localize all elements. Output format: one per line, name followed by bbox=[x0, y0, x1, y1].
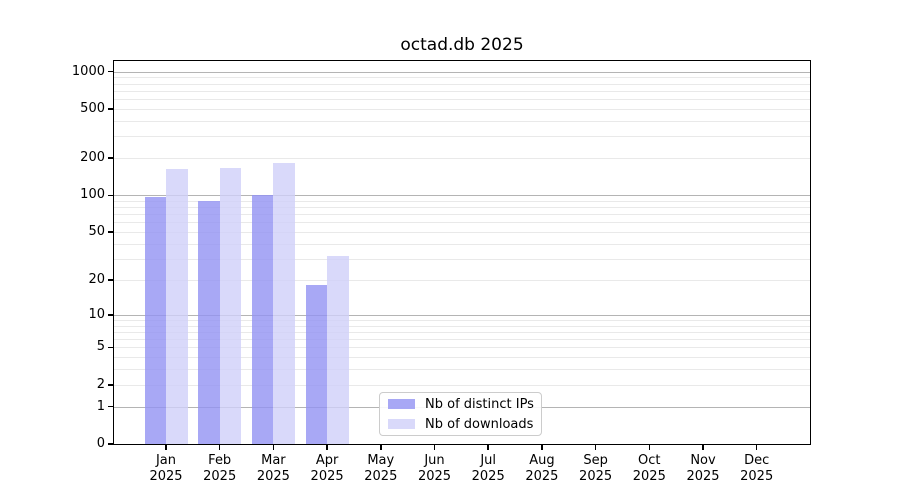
gridline-minor-800 bbox=[114, 83, 810, 85]
x-tick-label-apr: Apr 2025 bbox=[310, 453, 344, 484]
bar-downloads-jan bbox=[166, 168, 188, 444]
x-tick-label-mar: Mar 2025 bbox=[256, 453, 290, 484]
bar-ips-feb bbox=[198, 200, 220, 444]
bar-downloads-mar bbox=[273, 162, 295, 444]
gridline-minor-9 bbox=[114, 319, 810, 321]
y-tick-mark-1 bbox=[108, 405, 113, 408]
y-tick-label-100: 100 bbox=[80, 187, 105, 203]
gridline-minor-8 bbox=[114, 325, 810, 327]
y-tick-label-10: 10 bbox=[88, 306, 105, 322]
legend-item-downloads: Nb of downloads bbox=[388, 416, 533, 433]
x-tick-mark-oct bbox=[648, 445, 651, 450]
y-tick-mark-0 bbox=[108, 443, 113, 445]
y-tick-mark-1000 bbox=[108, 70, 113, 73]
y-tick-label-0: 0 bbox=[96, 436, 105, 451]
x-tick-mark-jun bbox=[433, 445, 436, 450]
y-tick-label-1000: 1000 bbox=[71, 63, 105, 79]
legend-label-distinct-ips: Nb of distinct IPs bbox=[425, 396, 534, 412]
x-tick-label-sep: Sep 2025 bbox=[579, 453, 613, 484]
gridline-minor-90 bbox=[114, 200, 810, 202]
bar-downloads-apr bbox=[327, 255, 349, 444]
gridline-major-1000 bbox=[114, 71, 810, 73]
x-tick-label-aug: Aug 2025 bbox=[525, 453, 559, 484]
y-tick-label-500: 500 bbox=[80, 101, 105, 116]
x-tick-mark-nov bbox=[702, 445, 704, 450]
plot-area bbox=[114, 61, 810, 444]
bar-ips-apr bbox=[305, 285, 328, 444]
gridline-minor-20 bbox=[114, 279, 810, 281]
y-tick-label-50: 50 bbox=[88, 224, 105, 240]
bar-downloads-feb bbox=[219, 167, 242, 444]
y-tick-mark-100 bbox=[108, 194, 113, 197]
x-tick-mark-apr bbox=[326, 445, 328, 450]
gridline-minor-7 bbox=[114, 331, 810, 333]
gridline-minor-40 bbox=[114, 243, 810, 245]
y-tick-mark-500 bbox=[108, 108, 113, 110]
gridline-minor-300 bbox=[114, 136, 810, 138]
gridline-minor-2 bbox=[114, 384, 810, 386]
x-tick-label-feb: Feb 2025 bbox=[203, 453, 237, 484]
bar-ips-jan bbox=[144, 196, 166, 444]
y-tick-label-200: 200 bbox=[80, 150, 105, 166]
x-tick-label-nov: Nov 2025 bbox=[686, 453, 720, 484]
gridline-minor-400 bbox=[114, 121, 810, 122]
y-tick-mark-10 bbox=[108, 314, 113, 316]
gridline-minor-600 bbox=[114, 99, 810, 101]
gridline-minor-60 bbox=[114, 222, 810, 224]
legend-label-downloads: Nb of downloads bbox=[425, 416, 534, 432]
y-tick-label-1: 1 bbox=[96, 398, 105, 414]
gridline-minor-6 bbox=[114, 339, 810, 341]
gridline-minor-900 bbox=[114, 77, 810, 79]
gridline-minor-700 bbox=[114, 90, 810, 92]
x-tick-mark-jan bbox=[165, 445, 167, 450]
x-tick-mark-mar bbox=[272, 445, 275, 450]
gridline-minor-30 bbox=[114, 258, 810, 260]
gridline-minor-50 bbox=[114, 232, 810, 234]
y-tick-mark-5 bbox=[108, 346, 113, 349]
chart-title: octad.db 2025 bbox=[400, 35, 524, 55]
legend-swatch-distinct-ips-icon bbox=[388, 399, 415, 409]
x-tick-label-oct: Oct 2025 bbox=[632, 453, 666, 484]
gridline-minor-5 bbox=[114, 347, 810, 349]
gridline-major-10 bbox=[114, 314, 810, 316]
x-tick-label-may: May 2025 bbox=[364, 453, 398, 484]
y-tick-mark-50 bbox=[108, 231, 113, 233]
gridline-minor-200 bbox=[114, 158, 810, 160]
gridline-minor-80 bbox=[114, 207, 810, 209]
y-tick-label-2: 2 bbox=[96, 376, 105, 392]
x-tick-mark-may bbox=[380, 445, 382, 450]
gridline-minor-70 bbox=[114, 214, 810, 216]
x-tick-mark-dec bbox=[755, 445, 758, 450]
x-tick-label-dec: Dec 2025 bbox=[740, 453, 774, 484]
x-tick-mark-jul bbox=[487, 445, 489, 450]
y-tick-label-20: 20 bbox=[88, 271, 105, 287]
x-tick-label-jan: Jan 2025 bbox=[149, 453, 183, 484]
x-tick-mark-aug bbox=[541, 445, 543, 450]
bar-ips-mar bbox=[251, 195, 274, 444]
gridline-minor-3 bbox=[114, 369, 810, 371]
legend: Nb of distinct IPs Nb of downloads bbox=[379, 392, 542, 436]
gridline-minor-500 bbox=[114, 109, 810, 110]
x-tick-label-jun: Jun 2025 bbox=[417, 453, 452, 484]
y-tick-mark-20 bbox=[108, 279, 113, 281]
legend-swatch-downloads-icon bbox=[388, 419, 415, 429]
x-tick-mark-sep bbox=[594, 445, 597, 450]
gridline-major-100 bbox=[114, 195, 810, 197]
x-tick-mark-feb bbox=[218, 445, 221, 450]
legend-item-distinct-ips: Nb of distinct IPs bbox=[388, 396, 534, 413]
y-tick-label-5: 5 bbox=[96, 339, 105, 355]
x-tick-label-jul: Jul 2025 bbox=[471, 453, 505, 484]
gridline-minor-4 bbox=[114, 357, 810, 359]
y-tick-mark-2 bbox=[108, 384, 113, 386]
y-tick-mark-200 bbox=[108, 157, 113, 159]
